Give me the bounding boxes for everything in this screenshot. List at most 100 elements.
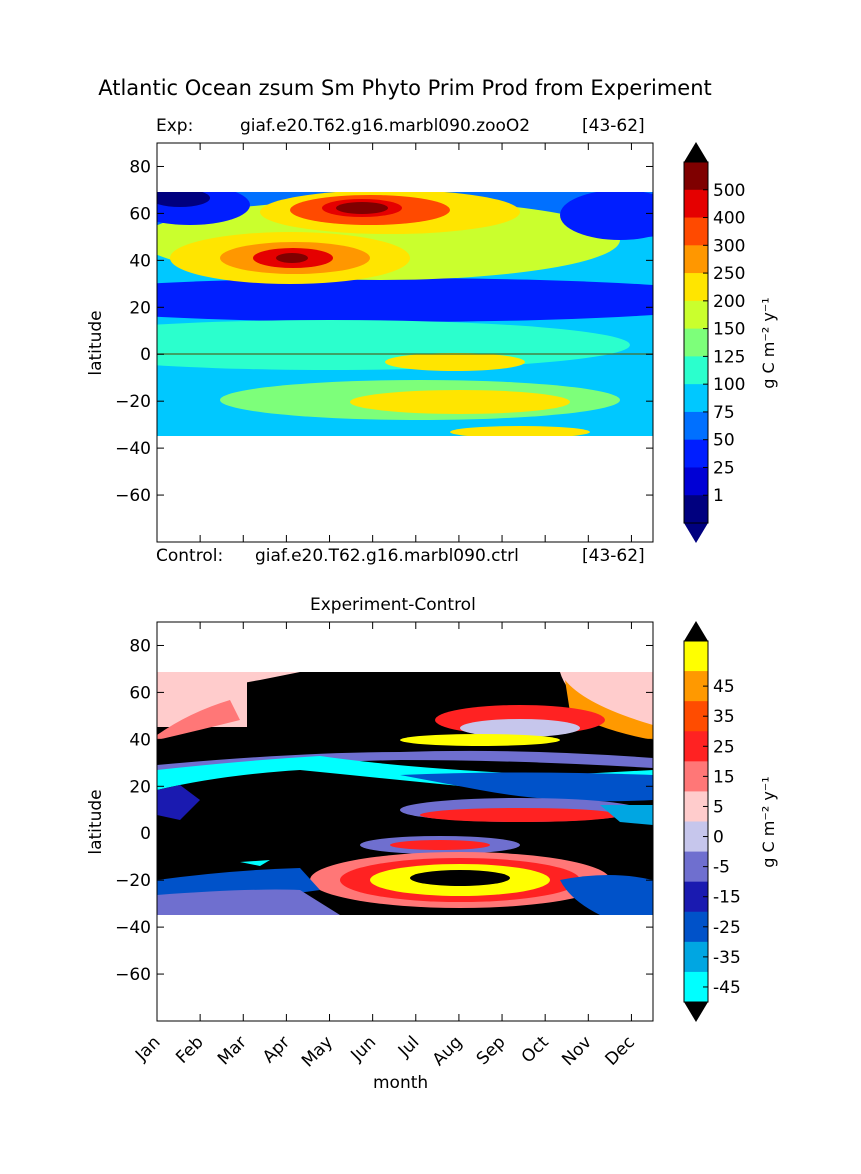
top-x-axis <box>156 143 632 542</box>
top-subtropic-low <box>157 278 653 322</box>
colorbar-tick-label: -45 <box>713 978 741 998</box>
colorbar-swatch <box>684 300 708 330</box>
colorbar-swatch <box>684 439 708 468</box>
colorbar-tick-label: 200 <box>713 292 745 312</box>
top-equator-band <box>157 320 630 370</box>
colorbar-tick-label: 250 <box>713 264 745 284</box>
y-tick-label: −60 <box>115 486 151 506</box>
bottom-n-yellow <box>400 734 560 746</box>
colorbar-tick-label: 25 <box>713 737 735 757</box>
colorbar-tick-label: 150 <box>713 320 745 340</box>
x-tick-label: Apr <box>259 1032 294 1067</box>
colorbar-tick-label: 75 <box>713 403 735 423</box>
bottom-panel-title: Experiment-Control <box>310 595 476 615</box>
bottom-sw-lilac <box>157 889 340 915</box>
bottom-ne-orange <box>565 680 653 740</box>
y-tick-label: −60 <box>115 965 151 985</box>
colorbar-swatch <box>684 189 708 219</box>
exp-label: Exp: <box>156 116 194 136</box>
colorbar-tick-label: -35 <box>713 948 741 968</box>
colorbar-frame <box>683 161 709 524</box>
x-tick-label: Jun <box>347 1032 381 1066</box>
colorbar-tick-label: 5 <box>713 797 724 817</box>
bottom-blue-band <box>400 772 653 802</box>
colorbar-swatch <box>684 411 708 441</box>
x-axis-label: month <box>373 1073 429 1093</box>
bottom-sw-hole <box>410 870 510 886</box>
x-tick-label: Mar <box>214 1032 251 1069</box>
colorbar-over-arrow <box>684 142 708 162</box>
x-tick-label: Jul <box>394 1032 423 1061</box>
top-north-core <box>336 202 388 214</box>
colorbar-tick-label: 25 <box>713 458 735 478</box>
bottom-west-blue <box>157 785 200 820</box>
y-tick-label: 80 <box>129 636 151 656</box>
colorbar-tick-label: -25 <box>713 918 741 938</box>
x-tick-label: Dec <box>602 1032 639 1069</box>
bottom-frame <box>156 621 654 1022</box>
bottom-colorbar-label: g C m⁻² y⁻¹ <box>759 776 778 867</box>
exp-years: [43-62] <box>582 116 645 136</box>
colorbar-under-arrow <box>684 1002 708 1022</box>
bottom-cyan-blip <box>240 860 270 866</box>
colorbar-tick-label: -5 <box>713 858 730 878</box>
y-tick-label: 20 <box>129 298 151 318</box>
bottom-e-cyan <box>600 805 653 825</box>
x-tick-label: Aug <box>429 1032 467 1070</box>
top-colorbar-label: g C m⁻² y⁻¹ <box>759 297 778 388</box>
y-tick-label: −20 <box>115 871 151 891</box>
colorbar-tick-label: 500 <box>713 181 745 201</box>
top-y-label: latitude <box>86 310 106 375</box>
x-tick-label: May <box>298 1032 337 1071</box>
colorbar-swatch <box>684 162 708 191</box>
bottom-y-axis: 80 60 40 20 0 −20 −40 −60 <box>115 636 653 985</box>
y-tick-label: 20 <box>129 777 151 797</box>
colorbar-swatch <box>684 217 708 246</box>
x-tick-label: Feb <box>172 1032 207 1067</box>
control-label: Control: <box>156 546 224 566</box>
bottom-y-label: latitude <box>86 789 106 854</box>
bottom-se-blue <box>560 875 653 915</box>
colorbar-frame <box>683 640 709 1003</box>
colorbar-tick-label: 1 <box>713 486 724 506</box>
colorbar-over-arrow <box>684 621 708 641</box>
colorbar-tick-label: 125 <box>713 347 745 367</box>
x-tick-label: Oct <box>518 1032 553 1067</box>
bottom-colorbar: -45 -35 -25 -15 -5 0 5 15 25 35 45 <box>683 621 741 1022</box>
top-y-axis: 80 60 40 20 0 −20 −40 −60 <box>115 157 653 506</box>
colorbar-swatch <box>684 245 708 274</box>
colorbar-tick-label: 300 <box>713 236 745 256</box>
colorbar-swatch <box>684 641 708 672</box>
bottom-n-lilac <box>460 719 580 737</box>
bottom-nw-pink-cap <box>157 672 300 705</box>
top-nw-dark <box>157 192 210 207</box>
bottom-heatmap <box>157 672 653 915</box>
top-south-edge <box>450 426 590 436</box>
colorbar-tick-label: 50 <box>713 431 735 451</box>
y-tick-label: 60 <box>129 204 151 224</box>
colorbar-swatch <box>684 273 708 302</box>
bottom-s-red <box>390 840 490 850</box>
top-equator-peak <box>385 353 525 371</box>
colorbar-swatch <box>684 467 708 496</box>
top-ne-blue <box>560 192 653 240</box>
control-case: giaf.e20.T62.g16.marbl090.ctrl <box>255 546 519 566</box>
bottom-eq-red <box>420 808 620 822</box>
y-tick-label: 40 <box>129 730 151 750</box>
x-tick-label: Nov <box>558 1032 596 1070</box>
top-frame <box>156 142 654 543</box>
colorbar-tick-label: 15 <box>713 767 735 787</box>
y-tick-label: 0 <box>140 345 151 365</box>
colorbar-tick-label: 0 <box>713 828 724 848</box>
x-tick-label: Sep <box>473 1032 510 1069</box>
colorbar-swatch <box>684 495 708 524</box>
bottom-sharp-band <box>157 750 653 772</box>
colorbar-tick-label: 35 <box>713 707 735 727</box>
y-tick-label: 80 <box>129 157 151 177</box>
colorbar-swatch <box>684 356 708 385</box>
y-tick-label: 60 <box>129 683 151 703</box>
y-tick-label: −40 <box>115 439 151 459</box>
figure-title: Atlantic Ocean zsum Sm Phyto Prim Prod f… <box>98 76 712 100</box>
